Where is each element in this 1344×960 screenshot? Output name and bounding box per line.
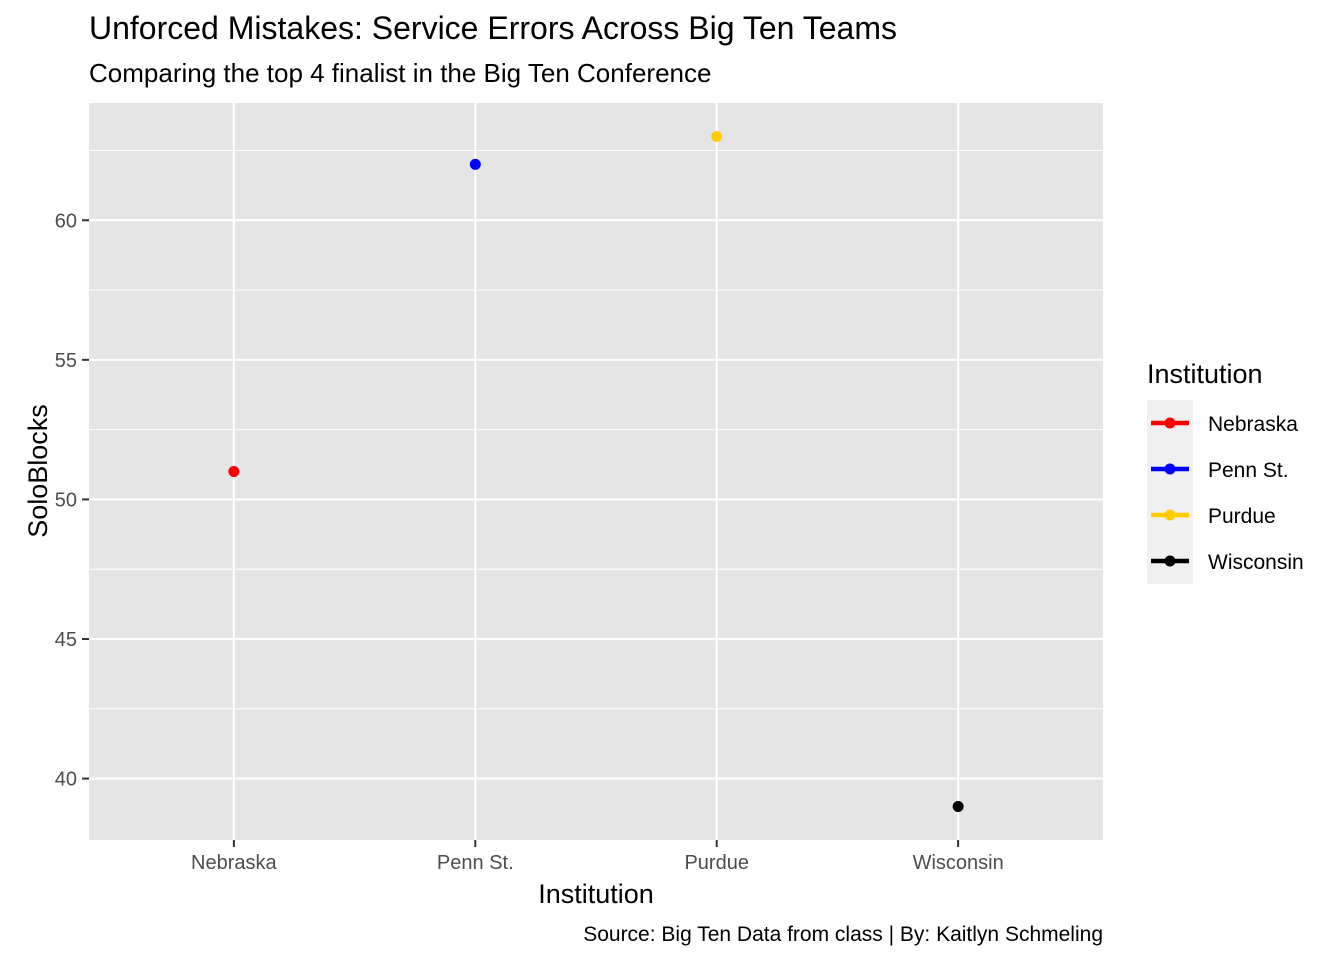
data-point [469,158,481,170]
x-tick-label: Penn St. [437,852,514,874]
chart-caption: Source: Big Ten Data from class | By: Ka… [583,923,1103,946]
y-tick-label: 55 [55,350,77,372]
x-tick-label: Nebraska [191,852,277,874]
legend-key-point [1164,509,1176,521]
x-tick-label: Wisconsin [913,852,1004,874]
legend-label: Purdue [1208,505,1276,528]
y-axis-title: SoloBlocks [23,404,53,538]
plot-panel [89,103,1103,840]
x-axis-title: Institution [538,879,654,909]
y-tick-label: 50 [55,489,77,511]
data-point [228,466,240,477]
legend-title: Institution [1147,359,1263,389]
legend-key-point [1164,463,1176,475]
legend-key-point [1164,417,1176,429]
data-points [228,131,964,812]
legend-label: Wisconsin [1208,551,1304,574]
data-point [711,131,723,142]
y-tick-label: 60 [55,210,77,232]
data-point [952,801,964,812]
y-tick-label: 45 [55,629,77,651]
minor-gridlines [89,149,1103,710]
legend-key-background [1147,400,1193,584]
major-gridlines [89,103,1103,840]
legend-label: Nebraska [1208,413,1298,436]
chart-subtitle: Comparing the top 4 finalist in the Big … [89,58,711,88]
x-axis: Nebraska Penn St. Purdue Wisconsin [191,840,1004,874]
y-tick-label: 40 [55,769,77,791]
x-tick-label: Purdue [684,852,749,874]
y-axis: 40 45 50 55 60 [55,210,89,791]
legend-key-point [1164,555,1176,567]
legend-label: Penn St. [1208,459,1289,482]
legend: Institution Nebraska Penn St. Purdue Wiscon… [1147,359,1304,584]
chart-title: Unforced Mistakes: Service Errors Across… [89,10,897,46]
